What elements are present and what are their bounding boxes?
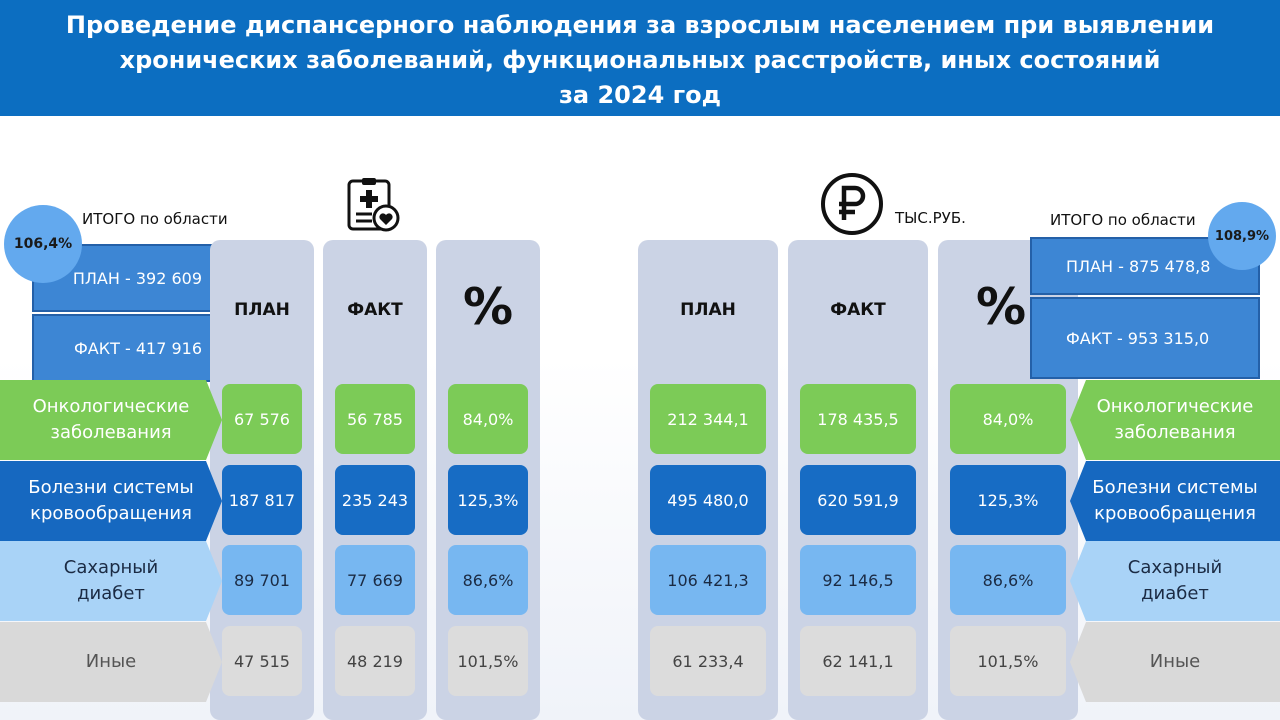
left-plan-oncology: 67 576 <box>222 384 302 454</box>
left-category-other-line1: Иные <box>85 651 137 672</box>
left-fact-total-box: ФАКТ - 417 916 <box>32 314 214 382</box>
left-percent-oncology: 84,0% <box>448 384 528 454</box>
left-category-oncology: Онкологические заболевания <box>0 380 222 460</box>
left-category-circulatory-line1: Болезни системы <box>28 477 194 498</box>
right-fact-total: ФАКТ - 953 315,0 <box>1066 328 1210 348</box>
left-total-label: ИТОГО по области <box>82 210 228 228</box>
right-category-diabetes: Сахарный диабет <box>1070 541 1280 621</box>
left-fact-diabetes: 77 669 <box>335 545 415 615</box>
left-plan-other: 47 515 <box>222 626 302 696</box>
right-total-percent: 108,9% <box>1214 228 1270 244</box>
right-percent-diabetes: 86,6% <box>950 545 1066 615</box>
left-category-oncology-line1: Онкологические <box>32 396 190 417</box>
right-fact-circulatory: 620 591,9 <box>800 465 916 535</box>
left-plan-diabetes: 89 701 <box>222 545 302 615</box>
left-plan-circulatory: 187 817 <box>222 465 302 535</box>
right-fact-oncology: 178 435,5 <box>800 384 916 454</box>
left-percent-other: 101,5% <box>448 626 528 696</box>
right-plan-header: ПЛАН <box>680 300 736 320</box>
right-fact-other: 62 141,1 <box>800 626 916 696</box>
left-fact-column: ФАКТ 56 785 235 243 77 669 48 219 <box>323 240 427 720</box>
left-category-oncology-line2: заболевания <box>50 422 172 443</box>
left-percent-column: % 84,0% 125,3% 86,6% 101,5% <box>436 240 540 720</box>
right-fact-total-box: ФАКТ - 953 315,0 <box>1030 297 1260 379</box>
right-category-circulatory-line2: кровообращения <box>1094 503 1256 524</box>
page-header: Проведение диспансерного наблюдения за в… <box>0 0 1280 116</box>
left-fact-circulatory: 235 243 <box>335 465 415 535</box>
left-fact-other: 48 219 <box>335 626 415 696</box>
left-percent-header: % <box>462 278 514 336</box>
right-fact-header: ФАКТ <box>830 300 886 320</box>
left-total-percent: 106,4% <box>13 236 73 252</box>
left-fact-total: ФАКТ - 417 916 <box>74 338 202 358</box>
right-plan-oncology: 212 344,1 <box>650 384 766 454</box>
right-category-diabetes-line1: Сахарный <box>1127 557 1223 578</box>
right-category-circulatory: Болезни системы кровообращения <box>1070 461 1280 541</box>
right-category-other-line1: Иные <box>1149 651 1201 672</box>
left-fact-oncology: 56 785 <box>335 384 415 454</box>
left-plan-total: ПЛАН - 392 609 <box>72 268 202 288</box>
left-percent-diabetes: 86,6% <box>448 545 528 615</box>
right-fact-diabetes: 92 146,5 <box>800 545 916 615</box>
right-plan-other: 61 233,4 <box>650 626 766 696</box>
right-percent-header: % <box>976 278 1027 336</box>
right-category-oncology-line2: заболевания <box>1114 422 1236 443</box>
right-percent-other: 101,5% <box>950 626 1066 696</box>
right-percent-circulatory: 125,3% <box>950 465 1066 535</box>
left-category-diabetes: Сахарный диабет <box>0 541 222 621</box>
right-category-oncology: Онкологические заболевания <box>1070 380 1280 460</box>
left-plan-header: ПЛАН <box>234 300 290 320</box>
medical-record-heart-icon <box>347 178 400 232</box>
left-percent-circulatory: 125,3% <box>448 465 528 535</box>
right-category-diabetes-line2: диабет <box>1141 583 1209 604</box>
left-category-circulatory-line2: кровообращения <box>30 503 192 524</box>
ruble-icon <box>821 173 883 235</box>
page-title-line-1: Проведение диспансерного наблюдения за в… <box>65 11 1215 39</box>
right-category-oncology-line1: Онкологические <box>1096 396 1254 417</box>
right-percent-oncology: 84,0% <box>950 384 1066 454</box>
left-total-percent-badge: 106,4% <box>4 205 82 283</box>
right-total-label: ИТОГО по области <box>1050 211 1196 229</box>
right-category-other: Иные <box>1070 622 1280 702</box>
right-total-percent-badge: 108,9% <box>1208 202 1276 270</box>
left-category-diabetes-line1: Сахарный <box>63 557 159 578</box>
right-plan-circulatory: 495 480,0 <box>650 465 766 535</box>
right-plan-column: ПЛАН 212 344,1 495 480,0 106 421,3 61 23… <box>638 240 778 720</box>
right-unit-label: ТЫС.РУБ. <box>895 209 966 227</box>
left-plan-column: ПЛАН 67 576 187 817 89 701 47 515 <box>210 240 314 720</box>
left-category-diabetes-line2: диабет <box>77 583 145 604</box>
left-category-circulatory: Болезни системы кровообращения <box>0 461 222 541</box>
right-plan-diabetes: 106 421,3 <box>650 545 766 615</box>
right-percent-column: % 84,0% 125,3% 86,6% 101,5% <box>938 240 1078 720</box>
right-category-circulatory-line1: Болезни системы <box>1092 477 1258 498</box>
right-fact-column: ФАКТ 178 435,5 620 591,9 92 146,5 62 141… <box>788 240 928 720</box>
page-title-line-2: хронических заболеваний, функциональных … <box>119 46 1161 74</box>
page-title-line-3: за 2024 год <box>558 81 722 109</box>
left-category-other: Иные <box>0 622 222 702</box>
left-fact-header: ФАКТ <box>347 300 403 320</box>
right-plan-total: ПЛАН - 875 478,8 <box>1066 256 1211 276</box>
